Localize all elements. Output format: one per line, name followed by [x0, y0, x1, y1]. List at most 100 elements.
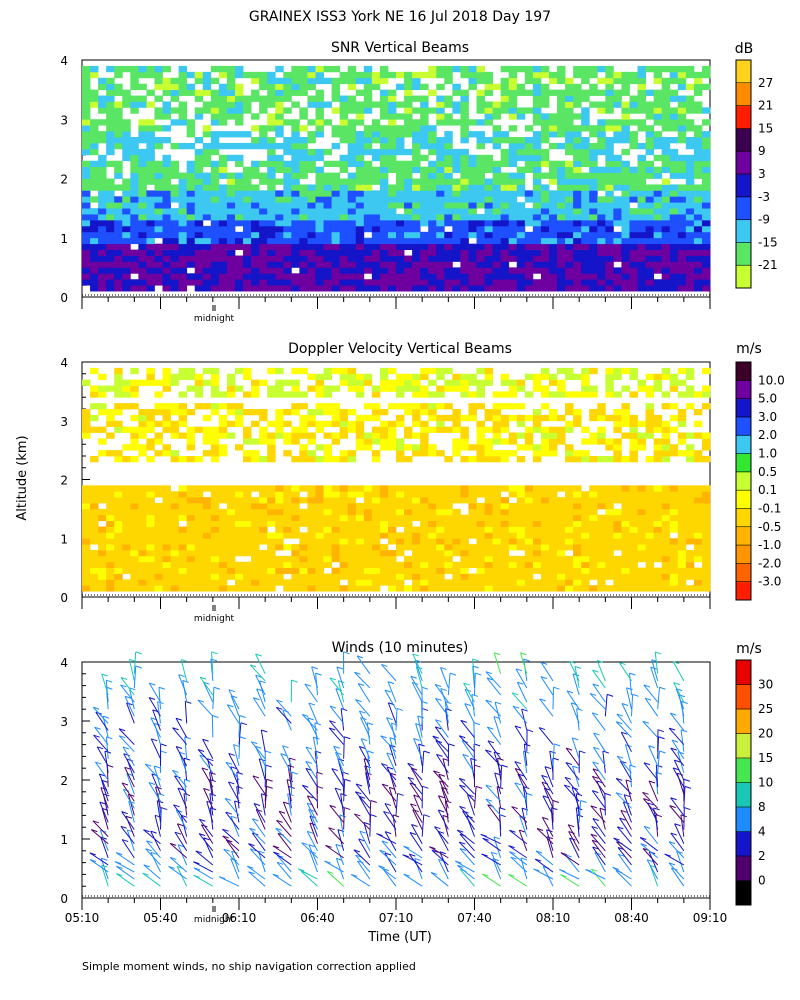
heatmap-cell [436, 107, 445, 114]
heatmap-cell [605, 231, 614, 239]
heatmap-cell [130, 237, 139, 245]
heatmap-cell [452, 249, 461, 256]
heatmap-cell [436, 83, 445, 91]
heatmap-cell [565, 373, 574, 381]
heatmap-cell [532, 83, 542, 91]
heatmap-cell [210, 526, 220, 533]
heatmap-cell [548, 89, 558, 96]
heatmap-cell [428, 255, 437, 262]
heatmap-cell [307, 237, 316, 245]
heatmap-cell [436, 567, 445, 574]
heatmap-cell [210, 113, 220, 120]
heatmap-cell [436, 267, 445, 274]
heatmap-cell [500, 261, 510, 268]
wind-barb-flag [123, 753, 130, 757]
heatmap-cell [645, 403, 655, 410]
heatmap-cell [460, 426, 469, 433]
heatmap-cell [597, 249, 606, 256]
heatmap-cell [226, 526, 236, 533]
heatmap-cell [701, 514, 711, 522]
heatmap-cell [218, 237, 228, 245]
heatmap-cell [565, 190, 574, 197]
heatmap-cell [299, 532, 308, 539]
heatmap-cell [355, 567, 365, 574]
heatmap-cell [162, 225, 171, 233]
heatmap-cell [339, 71, 349, 79]
heatmap-cell [323, 202, 332, 209]
heatmap-cell [259, 497, 268, 504]
heatmap-cell [661, 113, 671, 120]
wind-barb [151, 773, 161, 795]
heatmap-cell [669, 208, 679, 215]
heatmap-cell [637, 190, 646, 197]
heatmap-cell [226, 231, 236, 239]
heatmap-cell [508, 249, 518, 256]
colorbar-swatch [736, 660, 751, 685]
heatmap-cell [210, 585, 220, 592]
heatmap-cell [339, 95, 349, 102]
heatmap-cell [307, 166, 316, 173]
heatmap-cell [210, 514, 220, 522]
heatmap-cell [428, 426, 437, 433]
heatmap-cell [154, 503, 163, 510]
heatmap-cell [548, 503, 558, 510]
heatmap-cell [355, 585, 365, 592]
heatmap-cell [283, 190, 292, 197]
heatmap-cell [154, 538, 163, 545]
heatmap-cell [685, 561, 695, 569]
heatmap-cell [613, 456, 622, 463]
heatmap-cell [508, 243, 518, 250]
heatmap-cell [508, 508, 518, 516]
heatmap-cell [291, 77, 300, 85]
heatmap-cell [540, 373, 550, 381]
heatmap-cell [347, 249, 357, 256]
heatmap-cell [130, 231, 139, 239]
heatmap-cell [677, 101, 687, 108]
heatmap-cell [299, 520, 308, 527]
wind-barb-flag [124, 695, 132, 699]
heatmap-cell [218, 279, 228, 286]
heatmap-cell [516, 225, 526, 233]
wind-barb [127, 794, 135, 816]
heatmap-cell [283, 255, 292, 262]
heatmap-cell [106, 131, 115, 138]
heatmap-cell [404, 285, 413, 292]
heatmap-cell [621, 160, 630, 168]
heatmap-cell [669, 538, 679, 545]
heatmap-cell [210, 267, 220, 274]
heatmap-cell [420, 255, 429, 262]
wind-barb-flag [99, 773, 106, 777]
heatmap-cell [154, 561, 163, 569]
heatmap-cell [677, 414, 687, 422]
heatmap-cell [130, 508, 139, 516]
heatmap-cell [347, 148, 357, 156]
heatmap-cell [371, 71, 381, 79]
heatmap-cell [90, 65, 99, 73]
heatmap-cell [557, 561, 566, 569]
heatmap-cell [605, 279, 614, 286]
heatmap-cell [82, 202, 91, 209]
heatmap-cell [162, 538, 171, 545]
heatmap-cell [701, 184, 711, 191]
heatmap-cell [82, 125, 91, 132]
heatmap-cell [589, 573, 598, 580]
heatmap-cell [645, 208, 655, 215]
heatmap-cell [275, 532, 284, 539]
heatmap-cell [548, 237, 558, 245]
heatmap-cell [98, 450, 107, 457]
heatmap-cell [331, 267, 341, 274]
heatmap-cell [420, 550, 429, 557]
heatmap-cell [347, 178, 357, 185]
heatmap-cell [420, 119, 429, 126]
heatmap-cell [516, 107, 526, 114]
heatmap-cell [685, 196, 695, 203]
wind-barb [168, 866, 187, 880]
heatmap-cell [283, 491, 292, 498]
heatmap-cell [637, 219, 646, 227]
heatmap-cell [146, 214, 155, 221]
heatmap-cell [653, 579, 663, 586]
heatmap-cell [387, 279, 397, 286]
heatmap-cell [565, 148, 574, 156]
heatmap-cell [661, 485, 671, 492]
heatmap-cell [259, 485, 268, 492]
